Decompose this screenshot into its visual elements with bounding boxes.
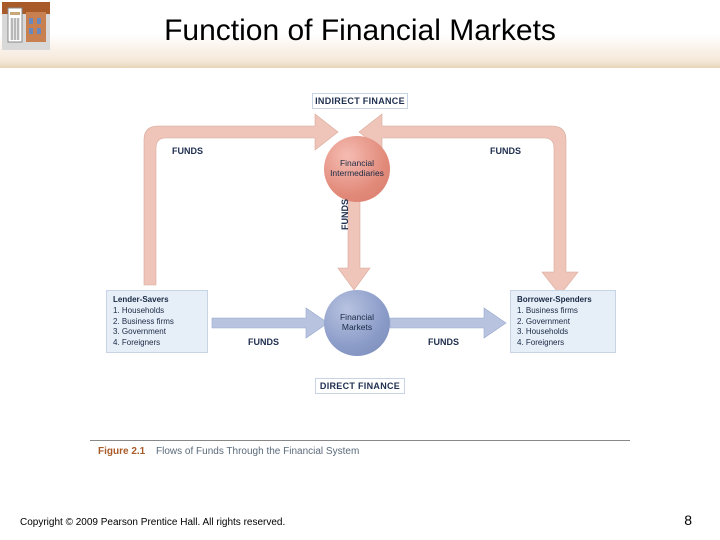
funds-label-br: FUNDS [428, 337, 459, 347]
panel-borrowers-title: Borrower-Spenders [517, 295, 609, 305]
node-intermediaries-text: Financial Intermediaries [330, 159, 384, 179]
figure-number: Figure 2.1 [98, 446, 145, 457]
panel-borrowers-item: 3. Households [517, 327, 609, 337]
funds-label-tl: FUNDS [172, 146, 203, 156]
figure-caption-text: Flows of Funds Through the Financial Sys… [156, 446, 359, 457]
slide-title: Function of Financial Markets [0, 14, 720, 48]
panel-lenders-item: 4. Foreigners [113, 338, 201, 348]
page-number: 8 [684, 512, 692, 528]
panel-borrowers-item: 4. Foreigners [517, 338, 609, 348]
node-markets: Financial Markets [324, 290, 390, 356]
flow-diagram: INDIRECT FINANCE DIRECT FINANCE Financia… [90, 90, 630, 460]
funds-label-mid: FUNDS [340, 199, 350, 230]
panel-borrowers-item: 2. Government [517, 317, 609, 327]
figure-caption: Figure 2.1 Flows of Funds Through the Fi… [98, 446, 359, 457]
panel-lenders-item: 2. Business firms [113, 317, 201, 327]
arrow-indirect-right [359, 114, 578, 295]
caption-divider [90, 440, 630, 441]
panel-lenders-title: Lender-Savers [113, 295, 201, 305]
section-label-indirect: INDIRECT FINANCE [312, 93, 408, 109]
panel-borrowers-item: 1. Business firms [517, 306, 609, 316]
panel-lenders-item: 1. Households [113, 306, 201, 316]
panel-lenders: Lender-Savers 1. Households 2. Business … [106, 290, 208, 353]
node-markets-text: Financial Markets [340, 313, 374, 333]
funds-label-bl: FUNDS [248, 337, 279, 347]
arrow-direct-left [212, 308, 328, 338]
panel-borrowers: Borrower-Spenders 1. Business firms 2. G… [510, 290, 616, 353]
panel-lenders-item: 3. Government [113, 327, 201, 337]
arrow-direct-right [390, 308, 506, 338]
node-intermediaries: Financial Intermediaries [324, 136, 390, 202]
section-label-direct: DIRECT FINANCE [315, 378, 405, 394]
arrow-indirect-left [144, 114, 338, 285]
funds-label-tr: FUNDS [490, 146, 521, 156]
copyright-text: Copyright © 2009 Pearson Prentice Hall. … [20, 517, 285, 528]
